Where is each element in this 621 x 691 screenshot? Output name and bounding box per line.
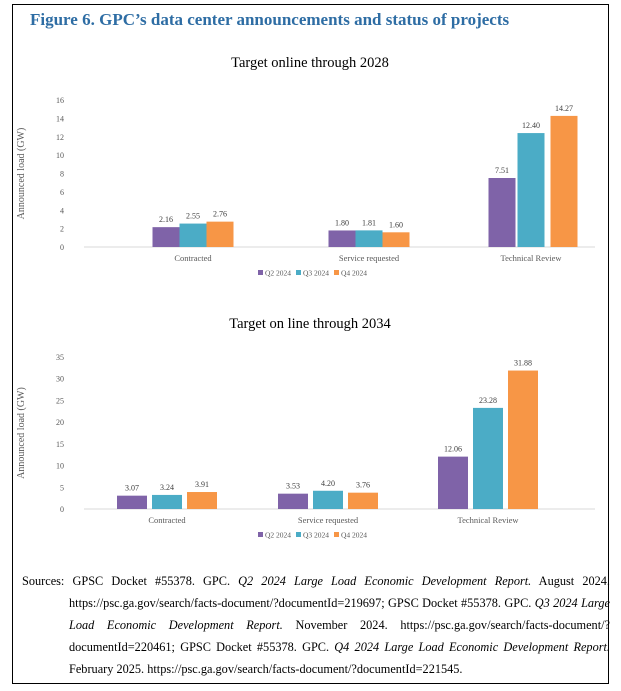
data-label: 14.27 — [555, 104, 573, 113]
category-label: Contracted — [174, 253, 212, 263]
sources-report-title-2: Q3 2024 Large Load Economic Development … — [69, 596, 610, 632]
category-label: Technical Review — [500, 253, 562, 263]
data-label: 2.76 — [213, 210, 227, 219]
data-label: 3.53 — [286, 482, 300, 491]
y-tick-label: 4 — [60, 206, 64, 215]
legend-swatch — [334, 270, 339, 275]
data-label: 3.91 — [195, 480, 209, 489]
legend-label: Q3 2024 — [303, 269, 329, 278]
y-tick-label: 35 — [56, 353, 64, 362]
legend-label: Q2 2024 — [265, 269, 291, 278]
y-tick-label: 10 — [56, 151, 64, 160]
legend-label: Q4 2024 — [341, 269, 367, 278]
sources-report-title-3: Q4 2024 Large Load Economic Development … — [334, 640, 611, 654]
legend-label: Q4 2024 — [341, 531, 367, 540]
legend-swatch — [296, 532, 301, 537]
category-label: Technical Review — [457, 515, 519, 525]
chart-online-2034: Target on line through 2034 Announced loa… — [16, 316, 595, 540]
chart-online-2028: Target online through 2028 Announced load… — [16, 55, 595, 278]
y-tick-label: 16 — [56, 96, 64, 105]
data-label: 31.88 — [514, 359, 532, 368]
y-tick-label: 14 — [56, 114, 64, 123]
legend-label: Q2 2024 — [265, 531, 291, 540]
y-tick-label: 30 — [56, 375, 64, 384]
data-label: 23.28 — [479, 396, 497, 405]
chart-title: Target online through 2028 — [231, 55, 389, 71]
data-label: 12.40 — [522, 121, 540, 130]
legend-swatch — [296, 270, 301, 275]
bar — [278, 493, 308, 509]
bar — [187, 492, 217, 509]
bar — [488, 178, 516, 247]
sources-text-1: GPSC Docket #55378. GPC. — [64, 574, 239, 588]
y-tick-label: 5 — [60, 483, 64, 492]
y-tick-label: 0 — [60, 505, 64, 514]
sources-note: Sources: GPSC Docket #55378. GPC. Q2 202… — [22, 570, 610, 680]
bar — [438, 456, 468, 509]
bar — [550, 115, 578, 247]
sources-report-title-1: Q2 2024 Large Load Economic Development … — [238, 574, 532, 588]
data-label: 2.16 — [159, 215, 173, 224]
sources-text-3: November 2024. https://psc.ga.gov/search… — [69, 618, 610, 654]
bar — [508, 370, 538, 509]
figure-frame — [12, 4, 609, 684]
data-label: 1.80 — [335, 218, 349, 227]
bar — [313, 490, 343, 509]
legend-swatch — [258, 532, 263, 537]
y-tick-label: 8 — [60, 170, 64, 179]
data-label: 1.81 — [362, 218, 376, 227]
figure-title: Figure 6. GPC’s data center announcement… — [30, 10, 510, 29]
bar — [517, 133, 545, 247]
data-label: 3.24 — [160, 483, 174, 492]
sources-label: Sources: — [22, 574, 65, 588]
category-label: Service requested — [339, 253, 400, 263]
bar — [473, 407, 503, 509]
bar — [382, 232, 410, 247]
data-label: 7.51 — [495, 166, 509, 175]
bar — [179, 223, 207, 247]
y-tick-label: 12 — [56, 133, 64, 142]
y-tick-label: 6 — [60, 188, 64, 197]
bar — [152, 494, 182, 509]
data-label: 2.55 — [186, 212, 200, 221]
legend-label: Q3 2024 — [303, 531, 329, 540]
y-tick-label: 10 — [56, 462, 64, 471]
y-tick-label: 25 — [56, 396, 64, 405]
data-label: 1.60 — [389, 220, 403, 229]
data-label: 12.06 — [444, 445, 462, 454]
y-tick-label: 0 — [60, 243, 64, 252]
legend-swatch — [334, 532, 339, 537]
sources-text-4: February 2025. https://psc.ga.gov/search… — [69, 662, 463, 676]
y-axis-label: Announced load (GW) — [16, 128, 27, 220]
y-tick-label: 20 — [56, 418, 64, 427]
data-label: 3.76 — [356, 481, 370, 490]
bar — [152, 227, 180, 247]
bar — [117, 495, 147, 509]
legend-swatch — [258, 270, 263, 275]
category-label: Contracted — [148, 515, 186, 525]
category-label: Service requested — [298, 515, 359, 525]
bar — [328, 230, 356, 247]
bar — [355, 230, 383, 247]
bar — [206, 221, 234, 247]
y-axis-label: Announced load (GW) — [16, 387, 27, 479]
sources-text-2: August 2024. https://psc.ga.gov/search/f… — [69, 574, 610, 610]
chart-title: Target on line through 2034 — [229, 316, 391, 332]
bar — [348, 492, 378, 509]
y-tick-label: 15 — [56, 440, 64, 449]
data-label: 3.07 — [125, 484, 139, 493]
data-label: 4.20 — [321, 479, 335, 488]
y-tick-label: 2 — [60, 225, 64, 234]
